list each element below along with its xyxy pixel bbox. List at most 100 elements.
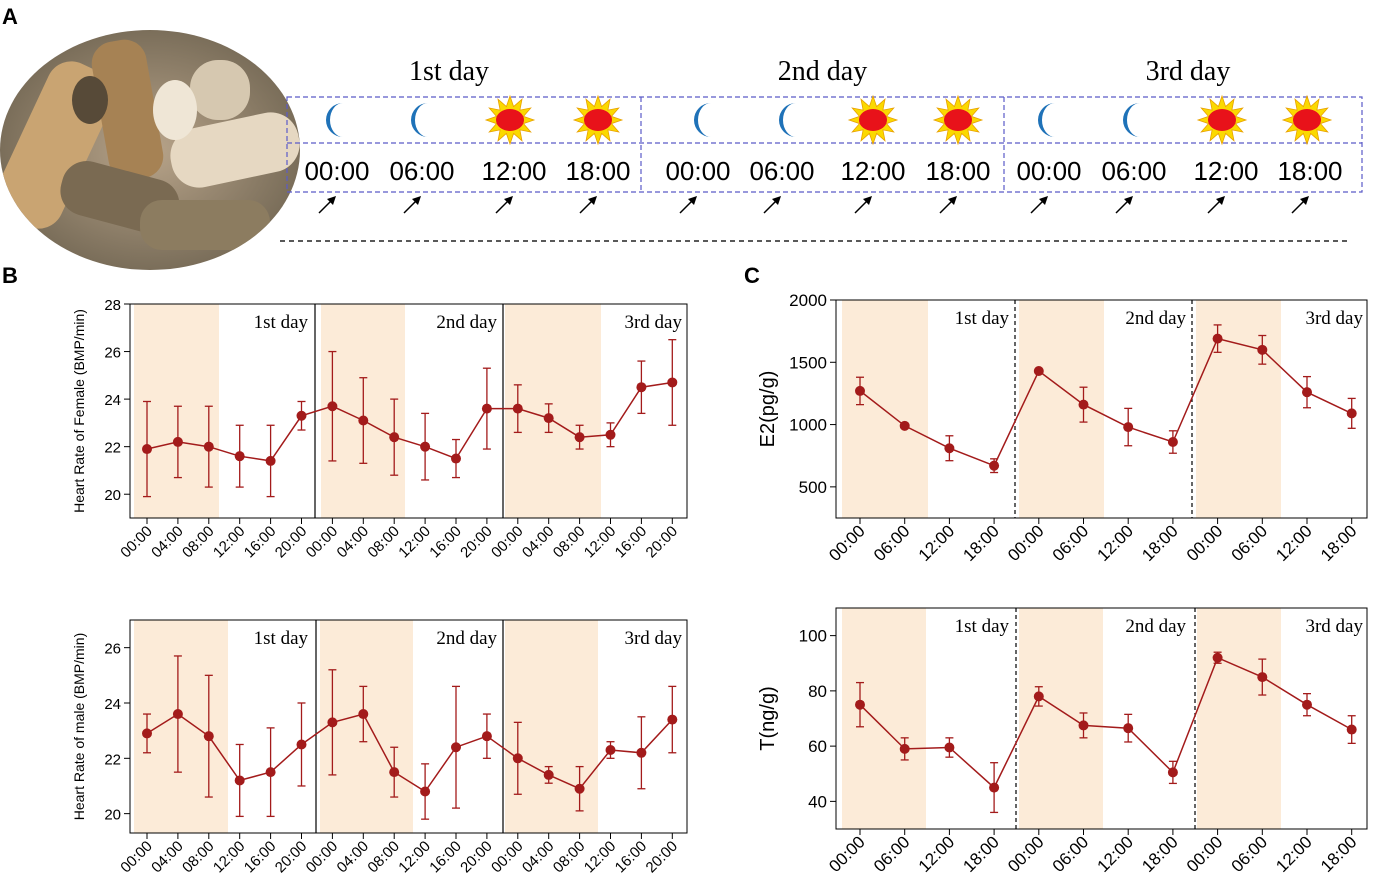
x-tick-label: 18:00	[1317, 832, 1361, 876]
moon-icon	[411, 103, 428, 137]
data-point	[1212, 333, 1223, 344]
night-band	[842, 300, 928, 518]
data-point	[1078, 399, 1089, 410]
x-tick-label: 08:00	[179, 838, 218, 877]
panel-label-b: B	[2, 263, 18, 288]
data-point	[543, 413, 554, 424]
data-point	[296, 739, 307, 750]
moon-icon	[1038, 103, 1055, 137]
x-tick-label: 12:00	[1094, 832, 1138, 876]
data-point	[543, 769, 554, 780]
data-point	[1167, 437, 1178, 448]
arrow-icon	[1207, 196, 1225, 214]
data-point	[142, 444, 152, 455]
data-point	[451, 742, 461, 753]
y-axis-label: Heart Rate of male (BMP/min)	[71, 633, 87, 821]
data-point	[1302, 387, 1312, 398]
time-label: 00:00	[1016, 156, 1081, 186]
sun-icon	[572, 94, 624, 146]
data-point	[1033, 366, 1044, 377]
x-tick-label: 00:00	[303, 838, 342, 877]
data-point	[1302, 699, 1312, 710]
x-tick-label: 12:00	[395, 523, 434, 562]
x-tick-label: 18:00	[1138, 521, 1182, 565]
time-label: 00:00	[665, 156, 730, 186]
data-point	[667, 377, 678, 388]
day-title: 3rd day	[1146, 56, 1231, 87]
series-line	[859, 337, 1353, 467]
x-tick-label: 12:00	[581, 838, 620, 877]
day-title: 1st day	[409, 56, 489, 87]
data-point	[327, 401, 338, 412]
x-tick-label: 04:00	[519, 523, 558, 562]
day-label: 3rd day	[624, 312, 682, 333]
y-tick-label: 1000	[789, 416, 827, 435]
chart-male-heart-rate: 20 22 24 26 Heart Rate of male (BMP/min) 00:0…	[71, 619, 688, 877]
data-point	[989, 460, 1000, 471]
data-point	[636, 382, 647, 393]
time-label: 12:00	[481, 156, 546, 186]
day-label: 3rd day	[1305, 308, 1363, 329]
y-tick-label: 28	[104, 297, 121, 314]
data-point	[203, 441, 214, 452]
x-tick-label: 20:00	[643, 523, 682, 562]
y-axis-label: E2(pg/g)	[757, 371, 779, 448]
data-point	[358, 415, 369, 426]
day-label: 1st day	[955, 308, 1010, 329]
data-point	[420, 786, 431, 797]
time-label: 18:00	[925, 156, 990, 186]
x-tick-label: 00:00	[488, 523, 527, 562]
series-line	[859, 656, 1353, 789]
x-tick-label: 04:00	[519, 838, 558, 877]
y-tick-label: 24	[104, 392, 121, 409]
y-tick-label: 80	[808, 682, 827, 701]
arrow-icon	[763, 196, 781, 214]
x-tick-label: 18:00	[959, 832, 1003, 876]
x-tick-label: 08:00	[550, 838, 589, 877]
data-point	[1123, 422, 1134, 433]
time-label: 12:00	[1193, 156, 1258, 186]
x-tick-label: 00:00	[303, 523, 342, 562]
time-label: 06:00	[389, 156, 454, 186]
data-point	[481, 403, 492, 414]
x-tick-label: 12:00	[915, 521, 959, 565]
data-point	[1167, 767, 1178, 778]
time-label: 12:00	[840, 156, 905, 186]
data-point	[1033, 691, 1044, 702]
x-tick-label: 18:00	[1317, 521, 1361, 565]
night-band	[842, 608, 926, 829]
data-point	[989, 782, 1000, 793]
y-tick-label: 24	[104, 696, 121, 713]
sun-icon	[1281, 94, 1333, 146]
plot-frame	[835, 299, 1368, 519]
data-point	[944, 742, 955, 753]
x-tick-label: 00:00	[825, 832, 869, 876]
data-point	[1257, 344, 1268, 355]
x-tick-label: 20:00	[272, 523, 311, 562]
night-band	[134, 304, 219, 518]
x-tick-label: 04:00	[148, 523, 187, 562]
y-tick-label: 26	[104, 641, 121, 658]
x-tick-label: 16:00	[426, 523, 465, 562]
x-tick-label: 06:00	[1049, 521, 1093, 565]
y-tick-label: 1500	[789, 353, 827, 372]
x-tick-label: 04:00	[334, 523, 373, 562]
y-tick-label: 26	[104, 345, 121, 362]
sun-icon	[932, 94, 984, 146]
day-label: 3rd day	[624, 628, 682, 649]
x-tick-label: 00:00	[1004, 521, 1048, 565]
y-tick-label: 22	[104, 751, 121, 768]
data-point	[420, 441, 431, 452]
day-title: 2nd day	[778, 56, 867, 87]
data-point	[855, 385, 865, 396]
data-point	[1346, 724, 1357, 735]
day-label: 1st day	[955, 616, 1010, 637]
x-tick-label: 04:00	[334, 838, 373, 877]
y-tick-label: 100	[799, 627, 827, 646]
moon-icon	[779, 103, 796, 137]
x-tick-label: 18:00	[1138, 832, 1182, 876]
data-point	[481, 731, 492, 742]
